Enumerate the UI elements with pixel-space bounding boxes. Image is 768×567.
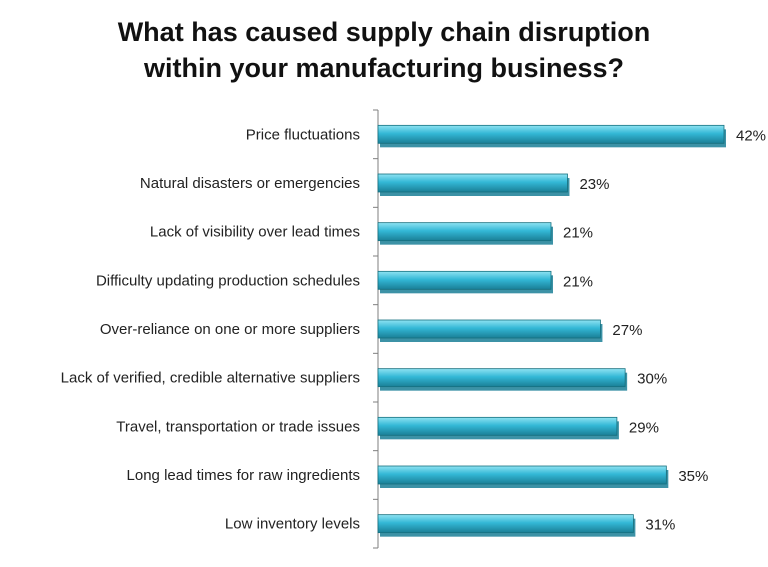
category-label: Lack of visibility over lead times bbox=[150, 224, 360, 241]
chart-title: What has caused supply chain disruption … bbox=[0, 14, 768, 86]
data-label: 21% bbox=[563, 273, 593, 290]
bar bbox=[377, 514, 634, 534]
category-label: Price fluctuations bbox=[246, 126, 360, 143]
bar bbox=[377, 368, 626, 388]
data-label: 42% bbox=[736, 127, 766, 144]
data-label: 35% bbox=[678, 468, 708, 485]
bar bbox=[377, 319, 601, 339]
data-label: 31% bbox=[645, 517, 675, 534]
data-label: 29% bbox=[629, 419, 659, 436]
category-label: Long lead times for raw ingredients bbox=[127, 467, 360, 484]
category-label: Low inventory levels bbox=[225, 516, 360, 533]
data-label: 21% bbox=[563, 225, 593, 242]
chart-title-line-1: What has caused supply chain disruption bbox=[117, 17, 651, 47]
bar bbox=[377, 416, 618, 436]
category-label: Natural disasters or emergencies bbox=[140, 175, 360, 192]
bar bbox=[377, 270, 552, 290]
category-label: Lack of verified, credible alternative s… bbox=[61, 370, 360, 387]
category-label: Over-reliance on one or more suppliers bbox=[100, 321, 360, 338]
category-label: Travel, transportation or trade issues bbox=[116, 418, 360, 435]
data-label: 30% bbox=[637, 371, 667, 388]
bar bbox=[377, 173, 568, 193]
category-label: Difficulty updating production schedules bbox=[96, 272, 360, 289]
bar bbox=[377, 465, 667, 485]
bar bbox=[377, 222, 552, 242]
data-label: 23% bbox=[579, 176, 609, 193]
data-label: 27% bbox=[612, 322, 642, 339]
chart-title-line-2: within your manufacturing business? bbox=[143, 53, 625, 83]
bar bbox=[377, 124, 725, 144]
